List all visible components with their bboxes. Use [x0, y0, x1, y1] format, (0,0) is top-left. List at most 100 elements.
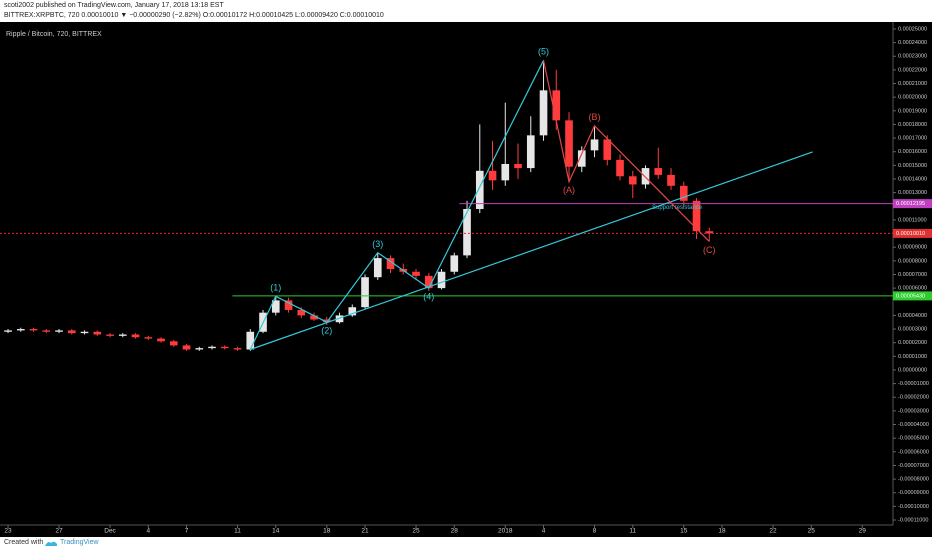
y-tick-label: -0.00002000	[898, 395, 929, 401]
wave-label: (2)	[321, 326, 332, 336]
candle-body	[220, 346, 229, 349]
price-tag	[893, 199, 932, 209]
candle-body	[55, 330, 63, 332]
chart-background	[0, 22, 932, 537]
x-tick-label: 7	[185, 528, 189, 535]
candle-body	[463, 209, 471, 256]
candle-body	[437, 271, 446, 289]
candle-body	[322, 319, 331, 323]
candle-body	[335, 315, 344, 323]
x-tick-label: 22	[769, 528, 777, 535]
candle-body	[692, 200, 701, 232]
chart-title: Ripple / Bitcoin, 720, BITTREX	[6, 31, 102, 38]
candle-body	[208, 346, 216, 349]
wave-label: (1)	[270, 283, 281, 293]
candle-body	[488, 170, 497, 181]
trendline	[250, 151, 813, 351]
candle-body	[67, 330, 76, 334]
price-tag	[893, 228, 932, 238]
x-tick-label: 14	[272, 528, 280, 535]
brand: TradingView	[60, 539, 99, 546]
x-tick-label: 25	[808, 528, 816, 535]
x-tick-label: 18	[718, 528, 726, 535]
wave-label: (3)	[372, 239, 383, 249]
y-tick-label: 0.00003000	[898, 326, 927, 332]
x-tick-label: 18	[323, 528, 331, 535]
candle-body	[386, 258, 395, 270]
x-tick-label: 4	[542, 528, 546, 535]
candle-body	[616, 159, 624, 177]
y-tick-label: 0.00014000	[898, 176, 927, 182]
x-tick-label: 15	[680, 528, 688, 535]
candle-body	[169, 341, 178, 346]
candle-body	[552, 90, 561, 121]
candle-body	[412, 271, 420, 276]
x-tick-label: 11	[629, 528, 636, 535]
x-tick-label: 2018	[498, 528, 513, 535]
y-tick-label: 0.00021000	[898, 81, 927, 87]
x-tick-label: 27	[55, 528, 63, 535]
x-tick-label: 11	[234, 528, 241, 535]
y-tick-label: 0.00007000	[898, 272, 927, 278]
candle-body	[16, 329, 25, 331]
y-tick-label: -0.00003000	[898, 408, 929, 414]
y-tick-label: 0.00018000	[898, 122, 927, 128]
y-tick-label: 0.00004000	[898, 313, 927, 319]
y-tick-label: -0.00001000	[898, 381, 929, 387]
x-tick-label: 29	[859, 528, 867, 535]
y-tick-label: -0.00005000	[898, 436, 929, 442]
wave-label: (4)	[423, 291, 434, 301]
x-tick-label: 23	[4, 528, 12, 535]
candle-body	[526, 135, 535, 169]
candle-body	[679, 185, 688, 201]
candle-body	[539, 90, 548, 136]
x-tick-label: 25	[412, 528, 420, 535]
candle-body	[590, 139, 599, 151]
y-tick-label: 0.00008000	[898, 258, 927, 264]
candle-body	[118, 334, 127, 336]
y-tick-label: -0.00004000	[898, 422, 929, 428]
y-tick-label: 0.00002000	[898, 340, 927, 346]
candle-body	[501, 163, 510, 181]
candle-body	[628, 176, 637, 185]
wave-label: (5)	[538, 47, 549, 57]
y-tick-label: 0.00011000	[898, 217, 927, 223]
candle-body	[361, 277, 369, 308]
candle-body	[93, 331, 102, 335]
logo	[45, 541, 57, 546]
y-tick-label: 0.00013000	[898, 190, 927, 196]
footer: Created with TradingView	[0, 537, 932, 550]
y-tick-label: -0.00011000	[898, 517, 928, 523]
y-tick-label: 0.00015000	[898, 163, 927, 169]
y-tick-label: 0.00016000	[898, 149, 927, 155]
candle-body	[565, 120, 573, 167]
candle-body	[310, 315, 318, 320]
y-tick-label: 0.00020000	[898, 95, 927, 101]
correction-line	[542, 60, 710, 242]
y-tick-label: 0.00025000	[898, 26, 927, 32]
candle-body	[450, 255, 459, 272]
candle-body	[131, 334, 140, 338]
price-tag	[893, 291, 932, 301]
y-tick-label: 0.00006000	[898, 286, 927, 292]
candle-body	[577, 150, 586, 167]
candle-body	[654, 168, 663, 175]
candle-body	[233, 348, 242, 350]
candle-body	[297, 309, 306, 316]
candle-body	[80, 331, 89, 334]
publish-line: scoti2002 published on TradingView.com, …	[4, 2, 224, 9]
y-tick-label: -0.00006000	[898, 449, 929, 455]
wave-label: (C)	[703, 245, 716, 255]
y-tick-label: -0.00008000	[898, 477, 929, 483]
candle-body	[424, 275, 433, 289]
candle-body	[42, 330, 51, 332]
candle-body	[705, 231, 714, 234]
price-tag-label: 0.00012195	[896, 201, 925, 207]
candle-body	[667, 174, 675, 186]
candle-body	[157, 338, 165, 342]
y-tick-label: -0.00009000	[898, 490, 929, 496]
candle-body	[106, 334, 114, 336]
candle-body	[182, 345, 191, 350]
y-tick-label: 0.00001000	[898, 354, 927, 360]
